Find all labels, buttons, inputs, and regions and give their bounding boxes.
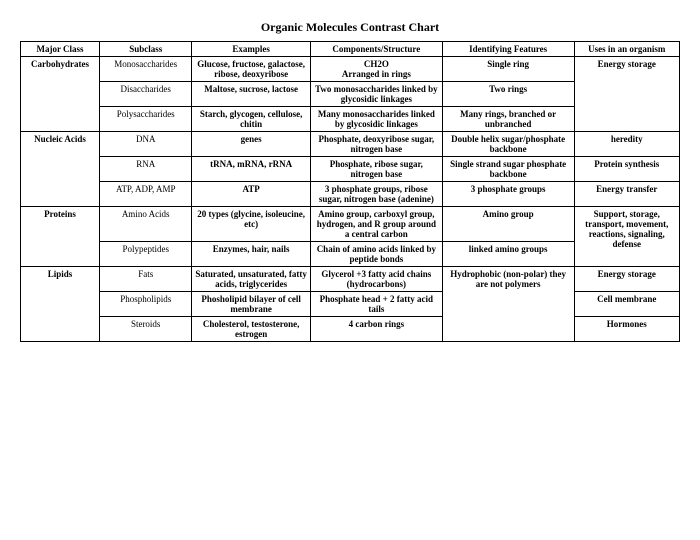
cell-examples: genes [192, 132, 311, 157]
cell-features: Double helix sugar/phosphate backbone [442, 132, 574, 157]
cell-examples: Cholesterol, testosterone, estrogen [192, 317, 311, 342]
cell-examples: Enzymes, hair, nails [192, 242, 311, 267]
cell-examples: Starch, glycogen, cellulose, chitin [192, 107, 311, 132]
table-row: LipidsFatsSaturated, unsaturated, fatty … [21, 267, 680, 292]
cell-examples: Saturated, unsaturated, fatty acids, tri… [192, 267, 311, 292]
cell-subclass: DNA [100, 132, 192, 157]
table-row: RNAtRNA, mRNA, rRNAPhosphate, ribose sug… [21, 157, 680, 182]
cell-uses: heredity [574, 132, 679, 157]
cell-features: Single ring [442, 57, 574, 82]
cell-examples: 20 types (glycine, isoleucine, etc) [192, 207, 311, 242]
col-features: Identifying Features [442, 42, 574, 57]
cell-features: Two rings [442, 82, 574, 107]
cell-features: 3 phosphate groups [442, 182, 574, 207]
cell-structure: Phosphate head + 2 fatty acid tails [310, 292, 442, 317]
cell-major-class: Lipids [21, 267, 100, 342]
cell-uses: Energy storage [574, 267, 679, 292]
table-row: ProteinsAmino Acids20 types (glycine, is… [21, 207, 680, 242]
cell-features: linked amino groups [442, 242, 574, 267]
cell-uses: Support, storage, transport, movement, r… [574, 207, 679, 267]
cell-examples: Maltose, sucrose, lactose [192, 82, 311, 107]
cell-structure: 4 carbon rings [310, 317, 442, 342]
cell-major-class: Nucleic Acids [21, 132, 100, 207]
cell-features: Single strand sugar phosphate backbone [442, 157, 574, 182]
cell-uses: Cell membrane [574, 292, 679, 317]
cell-structure: Phosphate, ribose sugar, nitrogen base [310, 157, 442, 182]
cell-structure: CH2OArranged in rings [310, 57, 442, 82]
table-row: PhospholipidsPhosholipid bilayer of cell… [21, 292, 680, 317]
table-row: ATP, ADP, AMPATP3 phosphate groups, ribo… [21, 182, 680, 207]
cell-subclass: Phospholipids [100, 292, 192, 317]
cell-uses: Energy storage [574, 57, 679, 132]
cell-subclass: RNA [100, 157, 192, 182]
table-row: Nucleic AcidsDNAgenesPhosphate, deoxyrib… [21, 132, 680, 157]
cell-uses: Hormones [574, 317, 679, 342]
cell-subclass: Polypeptides [100, 242, 192, 267]
cell-subclass: Steroids [100, 317, 192, 342]
cell-subclass: Fats [100, 267, 192, 292]
cell-examples: Glucose, fructose, galactose, ribose, de… [192, 57, 311, 82]
cell-examples: Phosholipid bilayer of cell membrane [192, 292, 311, 317]
cell-uses: Energy transfer [574, 182, 679, 207]
cell-subclass: Disaccharides [100, 82, 192, 107]
contrast-table: Major Class Subclass Examples Components… [20, 41, 680, 342]
cell-uses: Protein synthesis [574, 157, 679, 182]
cell-structure: 3 phosphate groups, ribose sugar, nitrog… [310, 182, 442, 207]
table-row: SteroidsCholesterol, testosterone, estro… [21, 317, 680, 342]
header-row: Major Class Subclass Examples Components… [21, 42, 680, 57]
table-row: CarbohydratesMonosaccharidesGlucose, fru… [21, 57, 680, 82]
col-major-class: Major Class [21, 42, 100, 57]
cell-structure: Chain of amino acids linked by peptide b… [310, 242, 442, 267]
cell-subclass: Monosaccharides [100, 57, 192, 82]
cell-subclass: Polysaccharides [100, 107, 192, 132]
cell-structure: Phosphate, deoxyribose sugar, nitrogen b… [310, 132, 442, 157]
page-title: Organic Molecules Contrast Chart [20, 20, 680, 35]
cell-features: Many rings, branched or unbranched [442, 107, 574, 132]
cell-examples: tRNA, mRNA, rRNA [192, 157, 311, 182]
cell-structure: Many monosaccharides linked by glycosidi… [310, 107, 442, 132]
cell-structure: Glycerol +3 fatty acid chains (hydrocarb… [310, 267, 442, 292]
cell-major-class: Carbohydrates [21, 57, 100, 132]
cell-structure: Amino group, carboxyl group, hydrogen, a… [310, 207, 442, 242]
col-examples: Examples [192, 42, 311, 57]
cell-subclass: Amino Acids [100, 207, 192, 242]
col-uses: Uses in an organism [574, 42, 679, 57]
cell-structure: Two monosaccharides linked by glycosidic… [310, 82, 442, 107]
cell-examples: ATP [192, 182, 311, 207]
cell-features: Amino group [442, 207, 574, 242]
cell-subclass: ATP, ADP, AMP [100, 182, 192, 207]
cell-major-class: Proteins [21, 207, 100, 267]
col-subclass: Subclass [100, 42, 192, 57]
cell-features: Hydrophobic (non-polar) they are not pol… [442, 267, 574, 342]
col-structure: Components/Structure [310, 42, 442, 57]
